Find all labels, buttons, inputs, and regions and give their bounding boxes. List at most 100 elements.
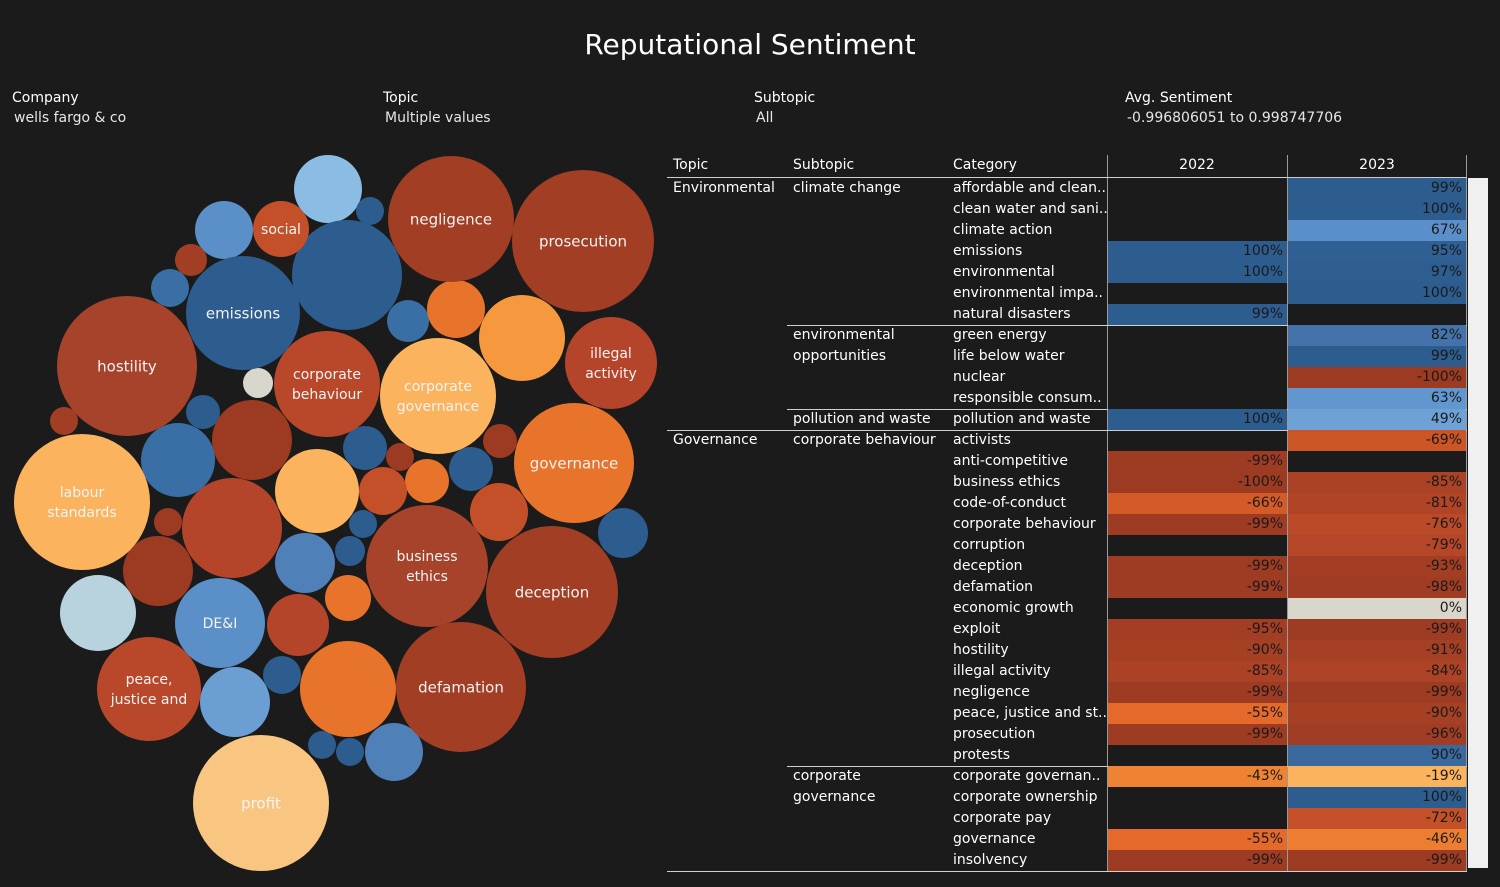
bubble-unlabeled-27[interactable]: [275, 533, 335, 593]
bubble-prosecution[interactable]: prosecution: [512, 170, 654, 312]
column-header-2023[interactable]: 2023: [1359, 157, 1395, 173]
value-cell-2022: -99%: [1108, 682, 1287, 703]
bubble-deception[interactable]: deception: [486, 526, 618, 658]
bubble-label: social: [261, 222, 301, 238]
bubble-hostility[interactable]: hostility: [57, 296, 197, 436]
bubble-unlabeled-4[interactable]: [151, 269, 189, 307]
bubble-unlabeled-16[interactable]: [386, 443, 414, 471]
bubble-label: negligence: [410, 210, 492, 228]
bubble-unlabeled-2[interactable]: [195, 201, 253, 259]
bubble-unlabeled-29[interactable]: [325, 575, 371, 621]
column-header-category[interactable]: Category: [953, 157, 1017, 173]
bubble-circle[interactable]: [514, 403, 634, 523]
subtopic-filter-label: Subtopic: [754, 90, 816, 106]
bubble-circle[interactable]: [14, 434, 150, 570]
bubble-unlabeled-9[interactable]: [243, 368, 273, 398]
bubble-circle[interactable]: [274, 331, 380, 437]
bubble-circle[interactable]: [380, 338, 496, 454]
bubble-governance[interactable]: governance: [514, 403, 634, 523]
category-cell: defamation: [953, 579, 1034, 595]
bubble-unlabeled-36[interactable]: [308, 731, 336, 759]
topic-filter[interactable]: Topic Multiple values: [383, 90, 491, 126]
company-filter[interactable]: Company wells fargo & co: [12, 90, 126, 126]
category-cell: corporate behaviour: [953, 516, 1096, 532]
value-cell-2023: -84%: [1288, 661, 1466, 682]
bubble-circle[interactable]: [186, 256, 300, 370]
column-header-2022[interactable]: 2022: [1179, 157, 1215, 173]
bubble-unlabeled-22[interactable]: [349, 510, 377, 538]
bubble-unlabeled-28[interactable]: [335, 536, 365, 566]
value-cell-2023: 67%: [1288, 220, 1466, 241]
bubble-unlabeled-37[interactable]: [336, 738, 364, 766]
bubble-unlabeled-19[interactable]: [449, 447, 493, 491]
bubble-unlabeled-15[interactable]: [275, 449, 359, 533]
bubble-circle[interactable]: [175, 578, 265, 668]
column-header-subtopic[interactable]: Subtopic: [793, 157, 855, 173]
bubble-labour-standards[interactable]: labour standards: [14, 434, 150, 570]
bubble-unlabeled-24[interactable]: [154, 508, 182, 536]
bubble-unlabeled-30[interactable]: [60, 575, 136, 651]
bubble-circle[interactable]: [565, 317, 657, 409]
subtopic-filter-value[interactable]: All: [756, 110, 774, 126]
topic-cell: Governance: [673, 432, 758, 448]
bubble-defamation[interactable]: defamation: [396, 622, 526, 752]
bubble-circle[interactable]: [193, 735, 329, 871]
bubble-unlabeled-13[interactable]: [141, 423, 215, 497]
bubble-profit[interactable]: profit: [193, 735, 329, 871]
bubble-business-ethics[interactable]: business ethics: [366, 505, 488, 627]
bubble-unlabeled-6[interactable]: [387, 300, 429, 342]
bubble-circle[interactable]: [388, 156, 514, 282]
bubble-peace-justice-and[interactable]: peace, justice and: [97, 637, 201, 741]
avg-sentiment-filter-value[interactable]: -0.996806051 to 0.998747706: [1127, 110, 1343, 126]
bubble-corporate-governance[interactable]: corporate governance: [380, 338, 496, 454]
bubble-corporate-behaviour[interactable]: corporate behaviour: [274, 331, 380, 437]
subtopic-filter[interactable]: Subtopic All: [754, 90, 815, 126]
bubble-unlabeled-23[interactable]: [182, 478, 282, 578]
bubble-unlabeled-10[interactable]: [186, 395, 220, 429]
bubble-chart[interactable]: prosecution negligence social emissions host…: [0, 150, 665, 887]
bubble-label: peace,: [126, 672, 173, 688]
bubble-illegal-activity[interactable]: illegal activity: [565, 317, 657, 409]
value-cell-2022: 100%: [1108, 262, 1287, 283]
bubble-unlabeled-32[interactable]: [263, 656, 301, 694]
bubble-unlabeled-21[interactable]: [470, 483, 528, 541]
bubble-unlabeled-5[interactable]: [292, 220, 402, 330]
category-cell: protests: [953, 747, 1011, 763]
bubble-negligence[interactable]: negligence: [388, 156, 514, 282]
column-header-topic[interactable]: Topic: [673, 157, 709, 173]
bubble-unlabeled-12[interactable]: [212, 400, 292, 480]
bubble-circle[interactable]: [366, 505, 488, 627]
bubble-circle[interactable]: [253, 201, 309, 257]
bubble-circle[interactable]: [57, 296, 197, 436]
bubble-unlabeled-34[interactable]: [200, 667, 270, 737]
value-cell-2022: -55%: [1108, 829, 1287, 850]
bubble-unlabeled-35[interactable]: [365, 723, 423, 781]
bubble-circle[interactable]: [512, 170, 654, 312]
bubble-unlabeled-18[interactable]: [359, 467, 407, 515]
bubble-de-i[interactable]: DE&I: [175, 578, 265, 668]
bubble-unlabeled-7[interactable]: [427, 280, 485, 338]
bubble-unlabeled-0[interactable]: [294, 155, 362, 223]
bubble-unlabeled-20[interactable]: [483, 424, 517, 458]
bubble-unlabeled-33[interactable]: [300, 641, 396, 737]
bubble-circle[interactable]: [396, 622, 526, 752]
table-scrollbar-thumb[interactable]: [1468, 178, 1488, 868]
bubble-unlabeled-3[interactable]: [175, 244, 207, 276]
value-cell-2023: -100%: [1288, 367, 1466, 388]
bubble-emissions[interactable]: emissions: [186, 256, 300, 370]
bubble-unlabeled-17[interactable]: [405, 459, 449, 503]
bubble-unlabeled-31[interactable]: [267, 594, 329, 656]
bubble-circle[interactable]: [97, 637, 201, 741]
avg-sentiment-filter[interactable]: Avg. Sentiment -0.996806051 to 0.9987477…: [1125, 90, 1342, 126]
bubble-unlabeled-26[interactable]: [123, 536, 193, 606]
topic-filter-value[interactable]: Multiple values: [385, 110, 491, 126]
bubble-unlabeled-11[interactable]: [50, 407, 78, 435]
bubble-circle[interactable]: [486, 526, 618, 658]
company-filter-value[interactable]: wells fargo & co: [14, 110, 127, 126]
bubble-unlabeled-25[interactable]: [598, 508, 648, 558]
bubble-social[interactable]: social: [253, 201, 309, 257]
category-cell: insolvency: [953, 852, 1028, 868]
bubble-unlabeled-1[interactable]: [356, 197, 384, 225]
bubble-unlabeled-8[interactable]: [479, 295, 565, 381]
bubble-unlabeled-14[interactable]: [343, 426, 387, 470]
